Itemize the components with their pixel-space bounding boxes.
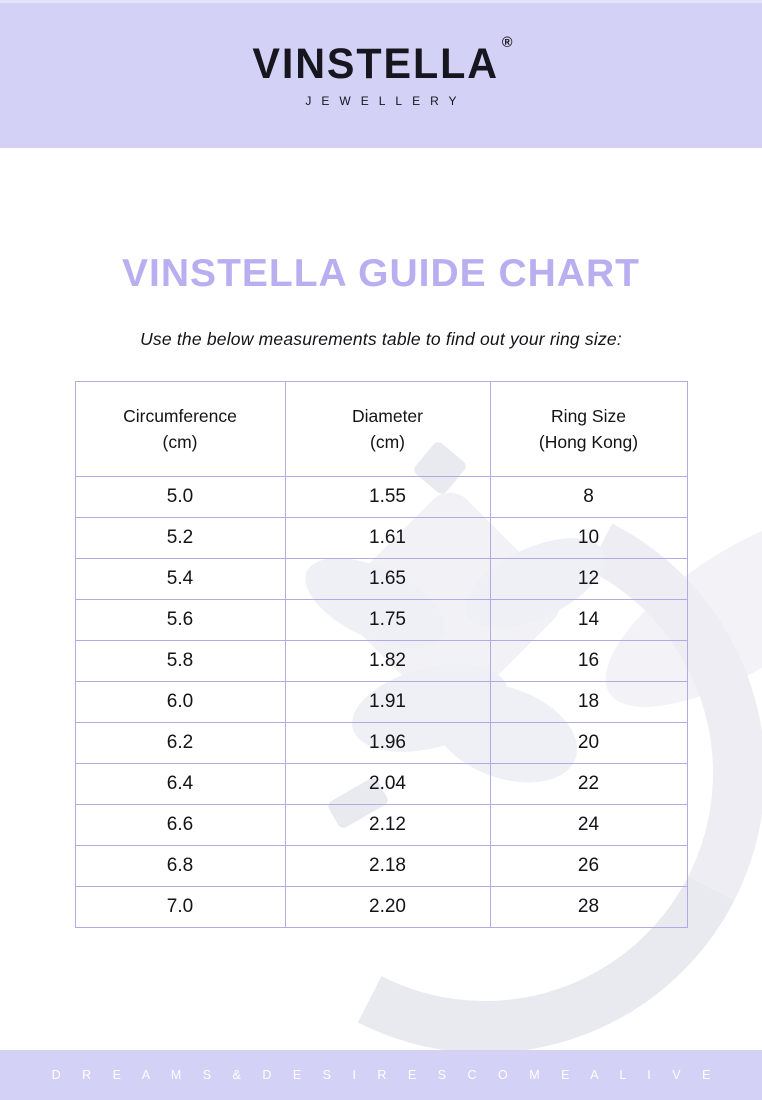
instruction-text: Use the below measurements table to find…: [140, 328, 622, 349]
column-header-line: Ring Size: [551, 405, 626, 426]
table-cell: 18: [489, 680, 688, 723]
table-cell: 5.4: [74, 557, 286, 600]
table-cell: 5.8: [74, 639, 286, 682]
footer-tagline: D R E A M S & D E S I R E S C O M E A L …: [51, 1068, 720, 1082]
column-header-ring-size: Ring Size (Hong Kong): [489, 380, 688, 477]
table-cell: 12: [489, 557, 688, 600]
table-cell: 6.6: [74, 803, 286, 846]
table-row: 6.4 2.04 22: [74, 762, 688, 805]
table-cell: 16: [489, 639, 688, 682]
table-cell: 1.91: [284, 680, 491, 723]
table-cell: 2.12: [284, 803, 491, 846]
table-row: 5.0 1.55 8: [74, 475, 688, 518]
table-cell: 5.0: [74, 475, 286, 518]
table-row: 6.6 2.12 24: [74, 803, 688, 846]
table-row: 5.6 1.75 14: [74, 598, 688, 641]
brand-name: VINSTELLA: [252, 40, 500, 88]
table-cell: 1.96: [284, 721, 491, 764]
table-cell: 1.61: [284, 516, 491, 559]
table-row: 5.8 1.82 16: [74, 639, 688, 682]
table-row: 6.0 1.91 18: [74, 680, 688, 723]
table-cell: 6.8: [74, 844, 286, 887]
table-cell: 7.0: [74, 885, 286, 928]
brand-subtitle: JEWELLERY: [305, 94, 467, 108]
footer-banner: D R E A M S & D E S I R E S C O M E A L …: [0, 1050, 762, 1100]
table-cell: 1.55: [284, 475, 491, 518]
column-header-circumference: Circumference (cm): [74, 380, 286, 477]
table-cell: 6.0: [74, 680, 286, 723]
ring-size-table: Circumference (cm) Diameter (cm) Ring Si…: [74, 380, 688, 928]
table-cell: 1.65: [284, 557, 491, 600]
header-banner: VINSTELLA ® JEWELLERY: [0, 0, 762, 148]
table-cell: 5.6: [74, 598, 286, 641]
column-header-line: (cm): [162, 431, 198, 452]
table-cell: 6.4: [74, 762, 286, 805]
table-cell: 2.20: [284, 885, 491, 928]
main-content: VINSTELLA GUIDE CHART Use the below meas…: [0, 148, 762, 1050]
table-cell: 26: [489, 844, 688, 887]
table-cell: 10: [489, 516, 688, 559]
table-cell: 1.75: [284, 598, 491, 641]
table-cell: 2.18: [284, 844, 491, 887]
table-cell: 20: [489, 721, 688, 764]
table-row: 6.2 1.96 20: [74, 721, 688, 764]
table-row: 5.4 1.65 12: [74, 557, 688, 600]
table-cell: 5.2: [74, 516, 286, 559]
table-cell: 14: [489, 598, 688, 641]
registered-trademark-symbol: ®: [501, 34, 513, 51]
column-header-line: (cm): [370, 431, 405, 452]
table-row: 5.2 1.61 10: [74, 516, 688, 559]
column-header-line: Diameter: [352, 405, 423, 426]
table-header: Circumference (cm) Diameter (cm) Ring Si…: [74, 380, 688, 477]
table-cell: 2.04: [284, 762, 491, 805]
table-cell: 8: [489, 475, 688, 518]
table-cell: 6.2: [74, 721, 286, 764]
table-cell: 28: [489, 885, 688, 928]
table-cell: 22: [489, 762, 688, 805]
table-cell: 24: [489, 803, 688, 846]
table-header-row: Circumference (cm) Diameter (cm) Ring Si…: [74, 380, 688, 477]
table-cell: 1.82: [284, 639, 491, 682]
page-title: VINSTELLA GUIDE CHART: [122, 252, 640, 295]
column-header-line: (Hong Kong): [538, 431, 639, 452]
column-header-line: Circumference: [123, 405, 237, 426]
table-body: 5.0 1.55 8 5.2 1.61 10 5.4 1.65 12 5.6 1.75 14 5.8 1.…: [74, 475, 688, 928]
brand-logo: VINSTELLA ®: [252, 35, 512, 88]
table-row: 7.0 2.20 28: [74, 885, 688, 928]
column-header-diameter: Diameter (cm): [284, 380, 491, 477]
table-row: 6.8 2.18 26: [74, 844, 688, 887]
content-wrapper: VINSTELLA GUIDE CHART Use the below meas…: [0, 148, 762, 1050]
